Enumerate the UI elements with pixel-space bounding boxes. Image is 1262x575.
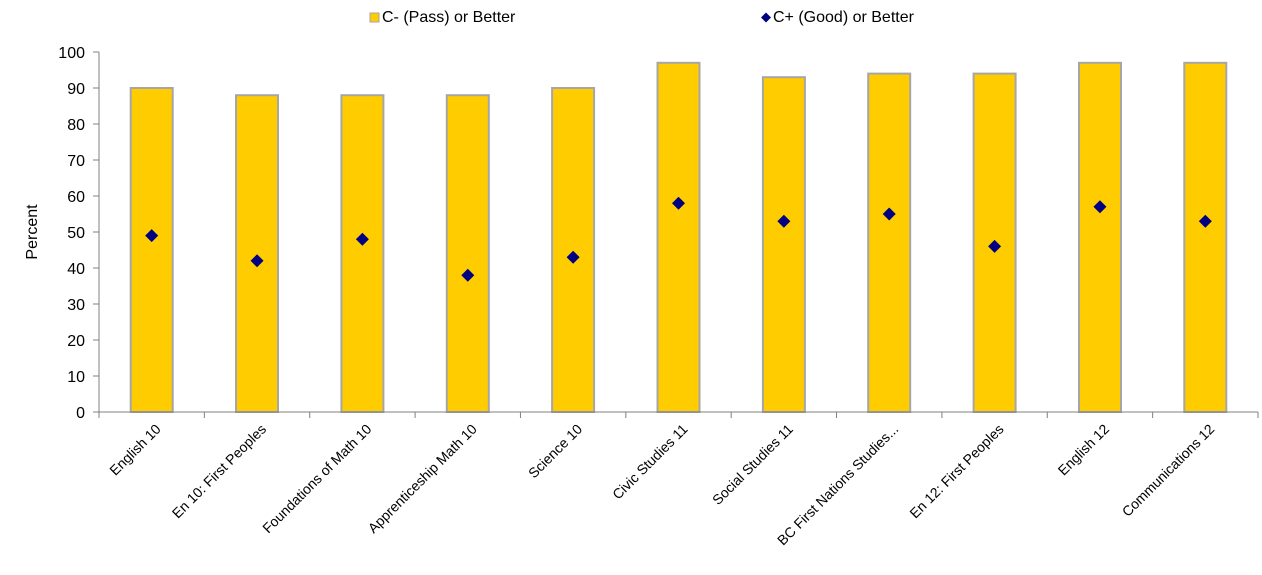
- legend-item-good: C+ (Good) or Better: [761, 9, 915, 26]
- bar-5: [551, 87, 596, 413]
- bar-3: [340, 94, 385, 413]
- x-tick-label: En 10: First Peoples: [169, 421, 269, 521]
- marker-3: [355, 232, 369, 246]
- legend-item-pass: C- (Pass) or Better: [369, 9, 516, 26]
- x-tick-label: English 10: [106, 421, 164, 479]
- bar-6: [656, 61, 701, 414]
- x-tick-label: Apprenticeship Math 10: [365, 421, 480, 536]
- y-tick-label: 20: [67, 333, 85, 350]
- x-tick-label: Social Studies 11: [709, 421, 796, 508]
- y-tick-label: 40: [67, 261, 85, 278]
- marker-6: [672, 196, 685, 210]
- marker-9: [988, 239, 1002, 253]
- bar-7: [761, 76, 806, 413]
- bar-1: [129, 87, 174, 413]
- x-tick-label: English 12: [1055, 421, 1113, 479]
- y-tick-label: 100: [58, 45, 85, 62]
- bar-4: [445, 94, 490, 413]
- legend-label-good: C+ (Good) or Better: [773, 9, 915, 26]
- x-tick-label: Civic Studies 11: [609, 421, 691, 503]
- marker-1: [145, 229, 159, 243]
- y-tick-label: 50: [67, 225, 85, 242]
- y-tick-label: 80: [67, 117, 85, 134]
- x-tick-label: BC First Nations Studies...: [774, 421, 901, 548]
- y-tick-label: 70: [67, 153, 85, 170]
- marker-4: [461, 268, 475, 282]
- x-tick-label: Foundations of Math 10: [259, 421, 374, 536]
- marker-7: [777, 214, 791, 228]
- marker-2: [250, 254, 264, 268]
- legend-swatch-pass: [369, 12, 380, 23]
- legend-label-pass: C- (Pass) or Better: [382, 9, 516, 26]
- bar-10: [1078, 61, 1122, 414]
- y-tick-label: 90: [67, 81, 85, 98]
- marker-5: [566, 250, 580, 264]
- legend-marker-good: [761, 12, 771, 23]
- marker-10: [1093, 200, 1107, 214]
- y-axis-title: Percent: [24, 204, 41, 260]
- marker-8: [882, 207, 896, 221]
- x-tick-label: En 12: First Peoples: [906, 421, 1006, 521]
- y-tick-label: 60: [67, 189, 85, 206]
- y-tick-label: 10: [67, 369, 85, 386]
- plot-area: 0 10 20 30 40 50 60 70 80 90 100 English 10 En 10: F…: [58, 45, 1259, 548]
- y-tick-label: 0: [76, 405, 85, 422]
- legend: C- (Pass) or Better C+ (Good) or Better: [369, 9, 915, 26]
- bar-8: [867, 72, 912, 413]
- marker-11: [1198, 214, 1212, 228]
- bar-11: [1183, 61, 1228, 414]
- x-tick-label: Communications 12: [1119, 421, 1218, 520]
- x-tick-label: Science 10: [525, 421, 585, 481]
- bar-2: [235, 94, 279, 413]
- y-tick-label: 30: [67, 297, 85, 314]
